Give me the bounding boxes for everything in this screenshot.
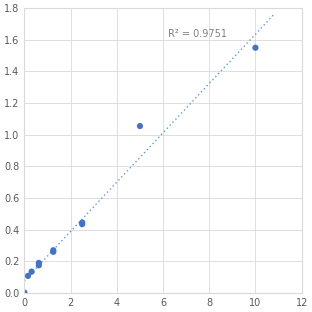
Point — [253, 45, 258, 50]
Point — [26, 273, 31, 278]
Point — [22, 290, 27, 295]
Point — [137, 124, 142, 129]
Point — [36, 263, 41, 268]
Point — [51, 249, 56, 254]
Point — [36, 261, 41, 266]
Point — [80, 222, 85, 227]
Point — [51, 248, 56, 253]
Text: R² = 0.9751: R² = 0.9751 — [168, 29, 227, 39]
Point — [29, 269, 34, 274]
Point — [80, 220, 85, 225]
